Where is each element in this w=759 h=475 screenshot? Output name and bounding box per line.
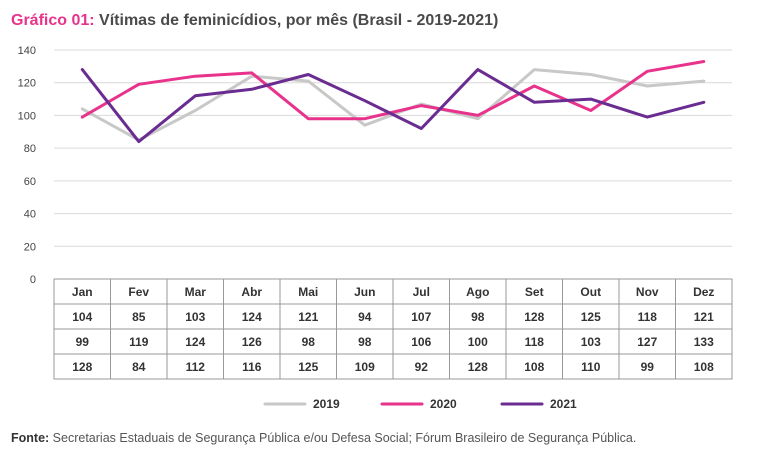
- source-text: Secretarias Estaduais de Segurança Públi…: [52, 431, 637, 445]
- data-label-2019: 85: [132, 310, 146, 324]
- data-label-2020: 98: [302, 335, 316, 349]
- x-tick-label: Abr: [241, 285, 262, 299]
- data-label-2021: 110: [581, 360, 601, 374]
- data-label-2019: 118: [638, 310, 658, 324]
- data-label-2019: 121: [694, 310, 714, 324]
- data-label-2020: 118: [525, 335, 545, 349]
- legend-label-2021: 2021: [550, 397, 577, 411]
- x-tick-label: Set: [525, 285, 544, 299]
- series-line-2020: [80, 60, 706, 121]
- data-label-2019: 98: [471, 310, 485, 324]
- y-tick-label: 140: [18, 45, 36, 57]
- data-label-2020: 100: [468, 335, 488, 349]
- data-label-2020: 119: [129, 335, 149, 349]
- y-tick-label: 20: [24, 241, 36, 253]
- data-label-2021: 116: [242, 360, 262, 374]
- x-tick-label: Nov: [636, 285, 659, 299]
- x-tick-label: Jun: [354, 285, 375, 299]
- data-label-2019: 103: [185, 310, 205, 324]
- data-label-2021: 128: [468, 360, 488, 374]
- data-label-2020: 124: [185, 335, 205, 349]
- legend-label-2020: 2020: [430, 397, 457, 411]
- data-label-2021: 128: [72, 360, 92, 374]
- data-label-2020: 133: [694, 335, 714, 349]
- y-tick-label: 100: [18, 110, 36, 122]
- x-tick-label: Mai: [298, 285, 318, 299]
- y-tick-label: 80: [24, 143, 36, 155]
- x-tick-label: Out: [580, 285, 601, 299]
- data-label-2021: 109: [355, 360, 375, 374]
- data-label-2019: 107: [411, 310, 431, 324]
- data-label-2019: 125: [581, 310, 601, 324]
- data-label-2020: 106: [411, 335, 431, 349]
- data-label-2019: 94: [358, 310, 372, 324]
- y-tick-label: 0: [30, 274, 36, 286]
- data-label-2020: 126: [242, 335, 262, 349]
- chart-title-text: Vítimas de feminicídios, por mês (Brasil…: [99, 12, 499, 29]
- x-tick-label: Fev: [128, 285, 149, 299]
- legend-label-2019: 2019: [313, 397, 340, 411]
- x-tick-label: Ago: [466, 285, 489, 299]
- chart-title: Gráfico 01: Vítimas de feminicídios, por…: [11, 12, 498, 30]
- data-label-2020: 127: [637, 335, 657, 349]
- data-label-2020: 99: [76, 335, 90, 349]
- x-tick-label: Mar: [185, 285, 207, 299]
- y-tick-label: 60: [24, 176, 36, 188]
- data-label-2021: 84: [132, 360, 146, 374]
- x-tick-label: Jan: [72, 285, 93, 299]
- source-label: Fonte:: [11, 431, 50, 445]
- data-label-2019: 124: [242, 310, 262, 324]
- data-label-2019: 121: [298, 310, 318, 324]
- source-note: Fonte: Secretarias Estaduais de Seguranç…: [11, 431, 636, 445]
- x-tick-label: Jul: [413, 285, 430, 299]
- chart-title-label: Gráfico 01:: [11, 12, 95, 29]
- x-tick-label: Dez: [693, 285, 714, 299]
- line-chart: 0 20 40 60 80 100 120 140 Jan Fev Mar Abr Mai Jun Jul A…: [18, 45, 733, 411]
- data-label-2020: 103: [581, 335, 601, 349]
- data-label-2021: 99: [641, 360, 655, 374]
- data-label-2020: 98: [358, 335, 372, 349]
- y-tick-label: 40: [24, 209, 36, 221]
- y-tick-label: 120: [18, 78, 36, 90]
- series-line-2021: [80, 68, 706, 144]
- data-label-2021: 108: [524, 360, 544, 374]
- data-label-2021: 92: [415, 360, 429, 374]
- data-label-2021: 108: [694, 360, 714, 374]
- data-label-2021: 112: [186, 360, 206, 374]
- data-label-2019: 128: [524, 310, 544, 324]
- data-label-2021: 125: [298, 360, 318, 374]
- data-label-2019: 104: [72, 310, 92, 324]
